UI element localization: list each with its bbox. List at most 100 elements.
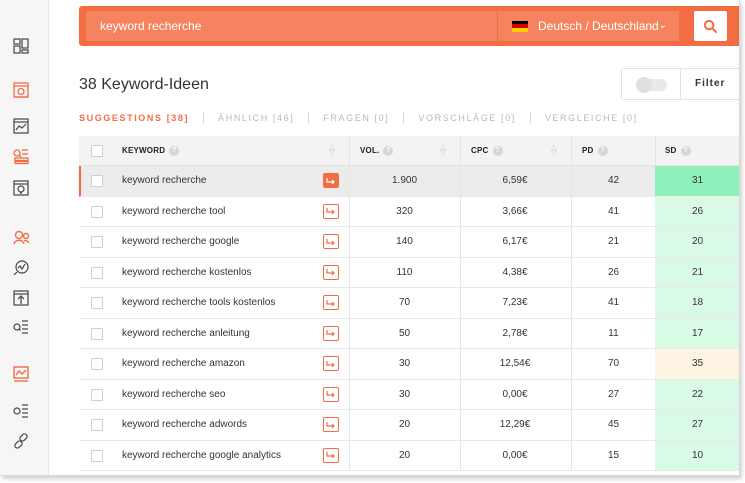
table-row[interactable]: keyword recherche kostenlos 110 4,38€ 26 21 [79,257,739,288]
column-vol[interactable]: VOL.? [360,136,394,165]
filter-box: Filter [621,68,739,100]
row-checkbox[interactable] [91,175,103,187]
sd-cell: 18 [691,297,704,309]
column-sd[interactable]: SD? [665,136,691,165]
content-ideas-icon[interactable] [12,179,30,197]
column-keyword[interactable]: KEYWORD? [122,136,306,165]
table-row[interactable]: keyword recherche tool 320 3,66€ 41 26 [79,196,739,227]
search-bar: keyword recherche Deutsch / Deutschland … [79,6,739,46]
app-window: keyword recherche Deutsch / Deutschland … [0,0,740,476]
cpc-cell: 0,00€ [502,449,528,461]
backlinks-icon[interactable] [12,229,30,247]
row-checkbox[interactable] [91,358,103,370]
pd-cell: 21 [607,236,620,248]
open-serp-button[interactable] [323,295,339,310]
open-serp-button[interactable] [323,417,339,432]
result-tabs: SUGGESTIONS [38] ÄHNLICH [46] FRAGEN [0]… [79,112,638,124]
sort-icon[interactable]: △ ▽ [329,144,335,157]
tab-suggestions[interactable]: SUGGESTIONS [38] [79,113,190,123]
keywords-list-icon[interactable] [12,318,30,336]
keyword-search-input[interactable]: keyword recherche [86,11,498,41]
filter-toggle[interactable] [636,77,667,93]
keyword-cell[interactable]: keyword recherche tools kostenlos [122,297,276,309]
top-pages-icon[interactable] [12,289,30,307]
rank-tracker-icon[interactable] [12,117,30,135]
open-serp-button[interactable] [323,203,339,219]
row-checkbox[interactable] [91,388,103,401]
tab-proposals[interactable]: VORSCHLÄGE [0] [418,113,516,123]
volume-cell: 320 [396,205,413,217]
sort-icon[interactable]: △ ▽ [440,144,446,157]
row-checkbox[interactable] [91,419,103,431]
sd-background [655,257,739,287]
pd-cell: 11 [608,327,619,339]
traffic-analyzer-icon[interactable] [12,259,30,277]
help-icon: ? [169,145,180,156]
keyword-cell[interactable]: keyword recherche google analytics [122,449,281,461]
row-checkbox[interactable] [91,266,103,279]
pd-cell: 45 [607,419,620,431]
row-checkbox[interactable] [91,327,103,340]
sd-cell: 27 [691,419,704,431]
keyword-cell[interactable]: keyword recherche adwords [122,419,248,431]
open-serp-button[interactable] [323,386,339,402]
open-serp-button[interactable] [323,325,339,341]
sd-background [655,379,739,409]
keyword-ideas-icon[interactable] [12,147,30,165]
row-checkbox[interactable] [91,449,103,462]
dashboard-icon[interactable] [12,37,30,55]
table-row[interactable]: keyword recherche google analytics 20 0,00… [79,440,739,471]
pd-cell: 27 [607,388,620,400]
tab-questions[interactable]: FRAGEN [0] [323,113,390,123]
open-serp-button[interactable] [323,173,339,188]
cpc-cell: 3,66€ [502,205,528,217]
arrow-right-icon [326,238,335,245]
keyword-cell[interactable]: keyword recherche [122,175,207,187]
keyword-cell[interactable]: keyword recherche amazon [122,358,245,370]
arrow-right-icon [326,299,335,306]
table-row[interactable]: keyword recherche 1.900 6,59€ 42 31 [79,166,739,197]
keyword-cell[interactable]: keyword recherche tool [122,205,226,217]
link-icon[interactable] [12,432,30,450]
cpc-cell: 2,78€ [502,327,528,339]
filter-button[interactable]: Filter [695,78,726,89]
keyword-cell[interactable]: keyword recherche seo [122,388,226,400]
sort-icon[interactable]: △ ▽ [551,144,557,157]
table-row[interactable]: keyword recherche seo 30 0,00€ 27 22 [79,379,739,410]
table-row[interactable]: keyword recherche adwords 20 12,29€ 45 27 [79,410,739,441]
row-checkbox[interactable] [91,205,103,218]
pd-cell: 42 [607,175,620,187]
sd-background [655,288,739,318]
keyword-cell[interactable]: keyword recherche google [122,236,240,248]
tab-similar[interactable]: ÄHNLICH [46] [218,113,295,123]
column-cpc[interactable]: CPC? [471,136,503,165]
cpc-cell: 12,29€ [499,419,531,431]
search-button[interactable] [694,11,727,41]
sd-cell: 21 [691,266,704,278]
site-audit-icon[interactable] [12,81,30,99]
select-all-checkbox[interactable] [91,145,103,157]
row-checkbox[interactable] [91,297,103,309]
row-checkbox[interactable] [91,236,103,248]
chart-icon[interactable] [12,365,30,383]
volume-cell: 70 [398,297,411,309]
open-serp-button[interactable] [323,447,339,463]
volume-cell: 50 [398,327,411,339]
table-row[interactable]: keyword recherche tools kostenlos 70 7,23€… [79,288,739,319]
sd-cell: 17 [691,327,704,339]
table-row[interactable]: keyword recherche amazon 30 12,54€ 70 35 [79,349,739,380]
open-serp-button[interactable] [323,234,339,249]
table-row[interactable]: keyword recherche anleitung 50 2,78€ 11 17 [79,318,739,349]
column-pd[interactable]: PD? [582,136,608,165]
table-row[interactable]: keyword recherche google 140 6,17€ 21 20 [79,227,739,258]
keyword-cell[interactable]: keyword recherche kostenlos [122,266,252,278]
volume-cell: 110 [396,266,413,278]
tab-comparisons[interactable]: VERGLEICHE [0] [544,113,638,123]
sd-cell: 31 [691,175,704,187]
arrow-right-icon [326,391,335,398]
settings-list-icon[interactable] [12,402,30,420]
open-serp-button[interactable] [323,264,339,280]
open-serp-button[interactable] [323,356,339,371]
language-select[interactable]: Deutsch / Deutschland ⌄ [497,11,679,41]
keyword-cell[interactable]: keyword recherche anleitung [122,327,250,339]
